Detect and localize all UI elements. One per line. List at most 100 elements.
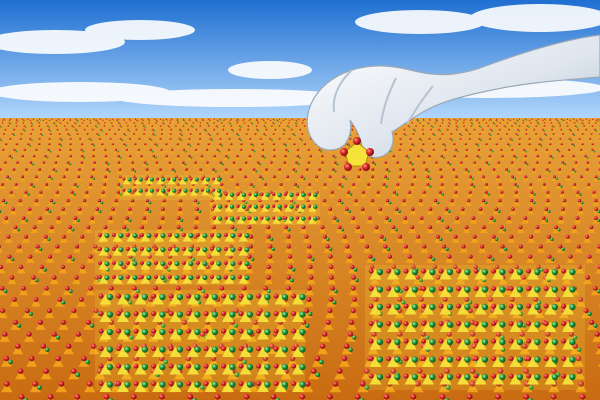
- block-atom-red: [456, 321, 462, 327]
- lattice-atom-red: [162, 119, 165, 122]
- lattice-tetra: [542, 133, 547, 137]
- lattice-atom-red: [230, 128, 233, 131]
- block-atom-green: [188, 233, 194, 239]
- lattice-tetra: [272, 118, 275, 122]
- lattice-tetra: [111, 118, 114, 122]
- lattice-tetra: [112, 199, 120, 206]
- block-atom-red: [186, 328, 192, 334]
- lattice-atom-red: [411, 122, 413, 124]
- lattice-tetra: [183, 168, 190, 174]
- lattice-atom-green: [49, 130, 52, 132]
- block-atom-green: [132, 275, 138, 281]
- lattice-tetra: [393, 208, 401, 215]
- lattice-tetra: [465, 309, 476, 319]
- lattice-tetra: [453, 118, 456, 122]
- block-atom-red: [237, 274, 242, 279]
- lattice-atom-red: [59, 137, 62, 140]
- block-tetra: [134, 177, 142, 185]
- lattice-atom-red: [107, 254, 112, 259]
- block-atom-red: [125, 274, 130, 279]
- lattice-tetra: [384, 168, 390, 174]
- block-tetra: [387, 338, 399, 350]
- block-atom-green: [516, 356, 524, 363]
- lattice-atom-green: [340, 201, 344, 205]
- lattice-tetra: [159, 183, 166, 189]
- block-atom-green: [194, 381, 201, 388]
- lattice-atom-green: [334, 156, 337, 159]
- lattice-atom-red: [47, 148, 50, 152]
- lattice-tetra: [78, 265, 88, 274]
- lattice-tetra: [281, 129, 286, 133]
- lattice-atom-green: [13, 134, 16, 137]
- lattice-atom-red: [219, 161, 222, 164]
- lattice-atom-green: [355, 278, 359, 283]
- lattice-atom-red: [557, 182, 561, 186]
- block-tetra: [387, 268, 399, 280]
- lattice-tetra: [355, 175, 362, 182]
- lattice-tetra: [533, 226, 542, 233]
- lattice-atom-red: [568, 254, 573, 259]
- lattice-atom-red: [408, 161, 412, 164]
- block-tetra: [154, 247, 165, 256]
- lattice-tetra: [458, 133, 463, 137]
- lattice-atom-green: [207, 123, 209, 125]
- block-atom-red: [237, 246, 242, 251]
- block-atom-green: [104, 233, 110, 239]
- lattice-atom-green: [384, 185, 388, 188]
- lattice-atom-red: [184, 167, 188, 171]
- lattice-atom-red: [133, 355, 139, 362]
- block-tetra: [509, 321, 522, 332]
- lattice-atom-red: [518, 225, 523, 230]
- lattice-atom-green: [364, 385, 370, 390]
- lattice-tetra: [349, 217, 357, 224]
- lattice-tetra: [467, 133, 472, 137]
- lattice-atom-green: [444, 144, 447, 147]
- lattice-atom-green: [441, 193, 445, 196]
- block-atom-red: [116, 346, 122, 352]
- block-tetra: [117, 311, 129, 322]
- lattice-tetra: [306, 265, 315, 274]
- block-atom-red: [203, 311, 209, 317]
- block-tetra: [369, 286, 382, 297]
- lattice-atom-green: [68, 289, 73, 294]
- lattice-atom-red: [327, 308, 333, 314]
- lattice-atom-red: [95, 119, 97, 122]
- block-atom-green: [205, 177, 210, 182]
- lattice-atom-red: [143, 161, 147, 164]
- lattice-atom-red: [109, 137, 112, 140]
- lattice-atom-red: [194, 161, 197, 164]
- lattice-atom-red: [597, 264, 600, 270]
- lattice-tetra: [558, 138, 563, 142]
- block-atom-red: [139, 232, 144, 237]
- lattice-tetra: [43, 183, 50, 189]
- lattice-atom-red: [262, 119, 265, 122]
- block-tetra: [292, 346, 304, 357]
- lattice-tetra: [429, 125, 434, 129]
- lattice-atom-red: [455, 128, 458, 131]
- lattice-tetra: [35, 120, 39, 123]
- block-atom-red: [368, 321, 374, 327]
- block-atom-red: [151, 346, 157, 352]
- lattice-atom-green: [131, 257, 136, 262]
- block-atom-red: [125, 260, 130, 265]
- lattice-atom-red: [213, 154, 216, 158]
- lattice-tetra: [237, 125, 242, 129]
- block-tetra: [527, 286, 539, 297]
- lattice-atom-green: [244, 201, 248, 205]
- lattice-tetra: [542, 208, 550, 215]
- block-atom-green: [106, 381, 114, 388]
- lattice-tetra: [507, 235, 516, 243]
- lattice-tetra: [19, 287, 29, 296]
- lattice-atom-red: [159, 137, 162, 140]
- block-atom-green: [188, 275, 194, 281]
- block-atom-green: [569, 268, 576, 276]
- lattice-atom-red: [456, 119, 458, 122]
- lattice-tetra: [571, 155, 577, 160]
- lattice-atom-green: [348, 347, 353, 352]
- block-atom-red: [223, 260, 228, 265]
- lattice-atom-red: [213, 128, 215, 131]
- lattice-tetra: [418, 122, 422, 126]
- lattice-atom-red: [158, 355, 165, 362]
- lattice-tetra: [469, 217, 478, 224]
- block-atom-green: [446, 338, 454, 346]
